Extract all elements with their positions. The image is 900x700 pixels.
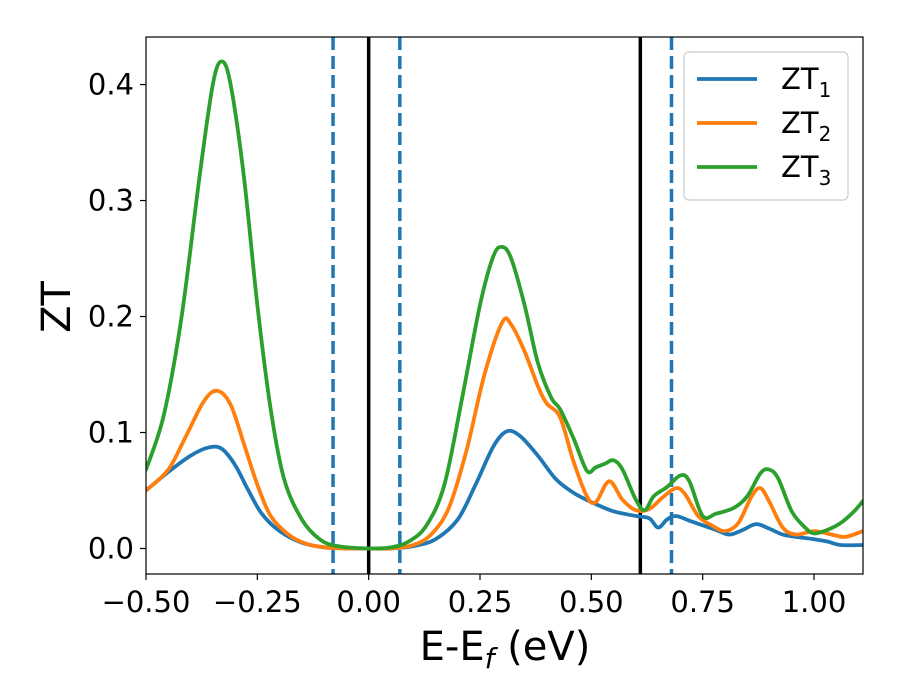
y-tick-label: 0.3 bbox=[88, 184, 134, 218]
y-axis-ticks: 0.0 0.1 0.2 0.3 0.4 bbox=[88, 68, 146, 565]
x-tick-label: 0.25 bbox=[448, 585, 513, 619]
x-tick-label: 0.50 bbox=[559, 585, 624, 619]
x-tick-label: −0.25 bbox=[213, 585, 302, 619]
y-tick-label: 0.2 bbox=[88, 300, 134, 334]
vertical-lines bbox=[331, 37, 674, 574]
x-tick-label: −0.50 bbox=[102, 585, 191, 619]
x-tick-label: 0.00 bbox=[336, 585, 401, 619]
x-tick-label: 1.00 bbox=[782, 585, 847, 619]
legend-label-zt1: ZT1 bbox=[781, 62, 831, 102]
x-axis-label-main: E-E bbox=[420, 624, 485, 670]
plot-frame bbox=[145, 36, 864, 575]
series-lines bbox=[146, 59, 863, 551]
y-tick-label: 0.1 bbox=[88, 416, 134, 450]
series-line-zt2 bbox=[146, 316, 863, 551]
x-axis-label-unit: (eV) bbox=[494, 624, 590, 670]
legend-label-zt3: ZT3 bbox=[781, 150, 831, 190]
y-axis-label: ZT bbox=[34, 281, 80, 333]
y-tick-label: 0.0 bbox=[88, 531, 134, 565]
x-axis-label: E-Ef (eV) bbox=[420, 624, 591, 675]
legend-label-zt2: ZT2 bbox=[781, 106, 831, 146]
x-tick-label: 0.75 bbox=[670, 585, 735, 619]
y-tick-label: 0.4 bbox=[88, 68, 134, 102]
series-line-zt1 bbox=[146, 428, 863, 551]
legend-box bbox=[683, 51, 849, 201]
x-axis-ticks: −0.50 −0.25 0.00 0.25 0.50 0.75 1.00 bbox=[102, 574, 847, 619]
series-line-zt3 bbox=[146, 59, 863, 551]
